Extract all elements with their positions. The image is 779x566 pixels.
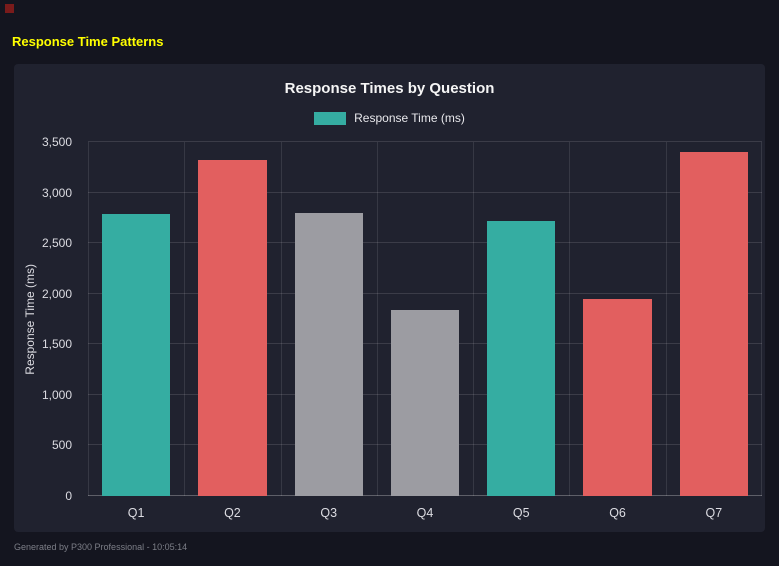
x-tick-label: Q7 — [705, 506, 723, 520]
x-tick-label: Q2 — [224, 506, 241, 520]
bar-q7[interactable] — [679, 152, 748, 496]
gridline-vertical — [184, 142, 186, 496]
bar-q6[interactable] — [583, 298, 652, 496]
bar-cell — [473, 142, 569, 496]
y-axis-ticks: 0 500 1,000 1,500 2,000 2,500 3,000 3,500 — [14, 135, 80, 503]
gridline-vertical — [280, 142, 282, 496]
y-tick-label: 3,000 — [41, 185, 72, 200]
gridline-vertical — [473, 142, 475, 496]
gridline — [88, 292, 762, 294]
bar-cell — [377, 142, 473, 496]
bar-q2[interactable] — [198, 160, 267, 496]
x-tick-label: Q4 — [416, 506, 434, 520]
gridline-vertical — [88, 142, 89, 496]
bar-q4[interactable] — [390, 309, 460, 496]
chart-panel: Response Times by Question Response Time… — [14, 64, 765, 532]
bar-cell — [666, 142, 762, 496]
y-tick-label: 3,500 — [41, 135, 72, 149]
window-accent-dot — [5, 4, 14, 13]
y-tick-label: 0 — [65, 489, 72, 503]
chart-legend[interactable]: Response Time (ms) — [14, 111, 765, 125]
bar-q5[interactable] — [487, 220, 556, 496]
x-tick-label: Q5 — [512, 506, 530, 520]
gridline — [88, 191, 762, 193]
bar-q3[interactable] — [294, 212, 363, 496]
footer-text: Generated by P300 Professional - 10:05:1… — [14, 542, 188, 552]
y-tick-label: 2,000 — [41, 286, 72, 301]
bar-series — [88, 142, 762, 496]
page-title: Response Time Patterns — [12, 34, 164, 49]
bar-cell — [281, 142, 377, 496]
y-tick-label: 2,500 — [41, 236, 72, 251]
bar-cell — [88, 142, 184, 496]
gridline — [88, 242, 762, 244]
gridline-vertical — [569, 142, 571, 496]
bar-q1[interactable] — [101, 213, 171, 496]
bar-cell — [184, 142, 280, 496]
chart-title: Response Times by Question — [284, 80, 495, 97]
gridline — [88, 141, 762, 142]
y-tick-label: 1,500 — [41, 337, 72, 352]
plot-area[interactable] — [88, 141, 762, 496]
x-tick-label: Q6 — [609, 506, 626, 520]
bar-cell — [569, 142, 665, 496]
y-tick-label: 1,000 — [41, 387, 72, 402]
gridline-vertical — [376, 142, 378, 496]
y-tick-label: 500 — [51, 438, 72, 453]
x-tick-label: Q3 — [320, 506, 338, 520]
x-tick-label: Q1 — [127, 506, 145, 520]
legend-label: Response Time (ms) — [354, 111, 465, 125]
gridline-vertical — [761, 142, 762, 496]
gridline-vertical — [665, 142, 667, 496]
x-axis-ticks: Q1 Q2 Q3 Q4 Q5 Q6 Q7 — [88, 506, 762, 520]
legend-swatch — [314, 111, 347, 125]
